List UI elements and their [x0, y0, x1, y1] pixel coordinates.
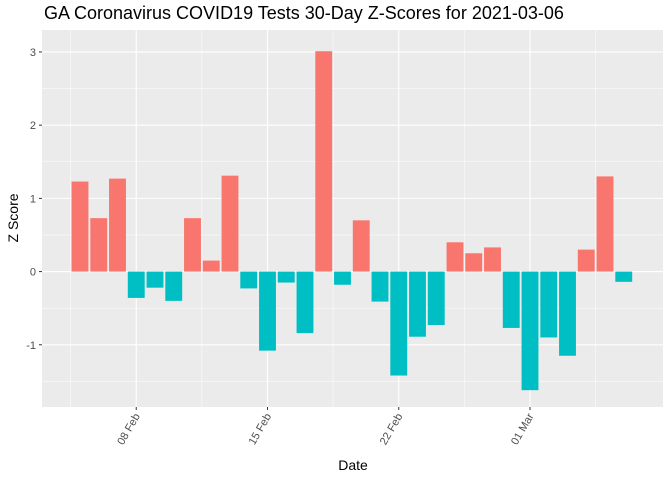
bar-2021-03-03 — [559, 271, 576, 356]
bar-2021-02-28 — [502, 271, 520, 328]
bar-2021-02-14 — [240, 271, 258, 289]
y-tick-label: 0 — [30, 267, 36, 279]
y-axis-title: Z Score — [5, 193, 21, 242]
y-tick-label: 3 — [30, 47, 36, 59]
bar-2021-02-23 — [409, 271, 426, 337]
bar-2021-02-10 — [165, 271, 183, 301]
bar-2021-02-22 — [390, 271, 408, 376]
x-axis-title: Date — [338, 457, 368, 473]
bar-2021-02-09 — [146, 271, 164, 288]
bar-2021-02-05 — [71, 181, 89, 272]
x-tick-label: 01 Mar — [509, 411, 537, 447]
bar-2021-02-17 — [296, 271, 314, 334]
x-tick-label: 22 Feb — [378, 412, 406, 448]
bar-2021-02-21 — [371, 271, 389, 302]
bar-2021-02-13 — [221, 175, 239, 272]
bar-2021-02-06 — [90, 218, 108, 272]
bar-2021-02-12 — [202, 260, 220, 272]
bar-2021-02-15 — [259, 271, 276, 351]
bar-2021-02-11 — [184, 218, 201, 272]
y-tick-label: -1 — [26, 340, 36, 352]
bar-2021-02-19 — [334, 271, 351, 285]
bar-2021-02-18 — [315, 51, 333, 272]
x-tick-label: 15 Feb — [247, 412, 275, 448]
bar-2021-03-06 — [615, 271, 633, 282]
bar-2021-02-16 — [277, 271, 295, 283]
bar-2021-03-01 — [521, 271, 539, 391]
bar-2021-02-26 — [465, 253, 483, 272]
bar-2021-02-08 — [127, 271, 145, 298]
bar-2021-02-27 — [484, 247, 501, 272]
bar-2021-03-02 — [540, 271, 558, 338]
y-tick-label: 1 — [30, 193, 36, 205]
bar-2021-03-05 — [596, 176, 614, 272]
chart-title: GA Coronavirus COVID19 Tests 30-Day Z-Sc… — [44, 3, 564, 23]
x-tick-label: 08 Feb — [115, 412, 143, 448]
bar-2021-02-24 — [427, 271, 445, 326]
bar-2021-02-25 — [446, 242, 464, 272]
bar-2021-02-07 — [109, 178, 126, 272]
y-tick-label: 2 — [30, 120, 36, 132]
bar-2021-02-20 — [352, 220, 370, 272]
bar-2021-03-04 — [577, 249, 595, 272]
